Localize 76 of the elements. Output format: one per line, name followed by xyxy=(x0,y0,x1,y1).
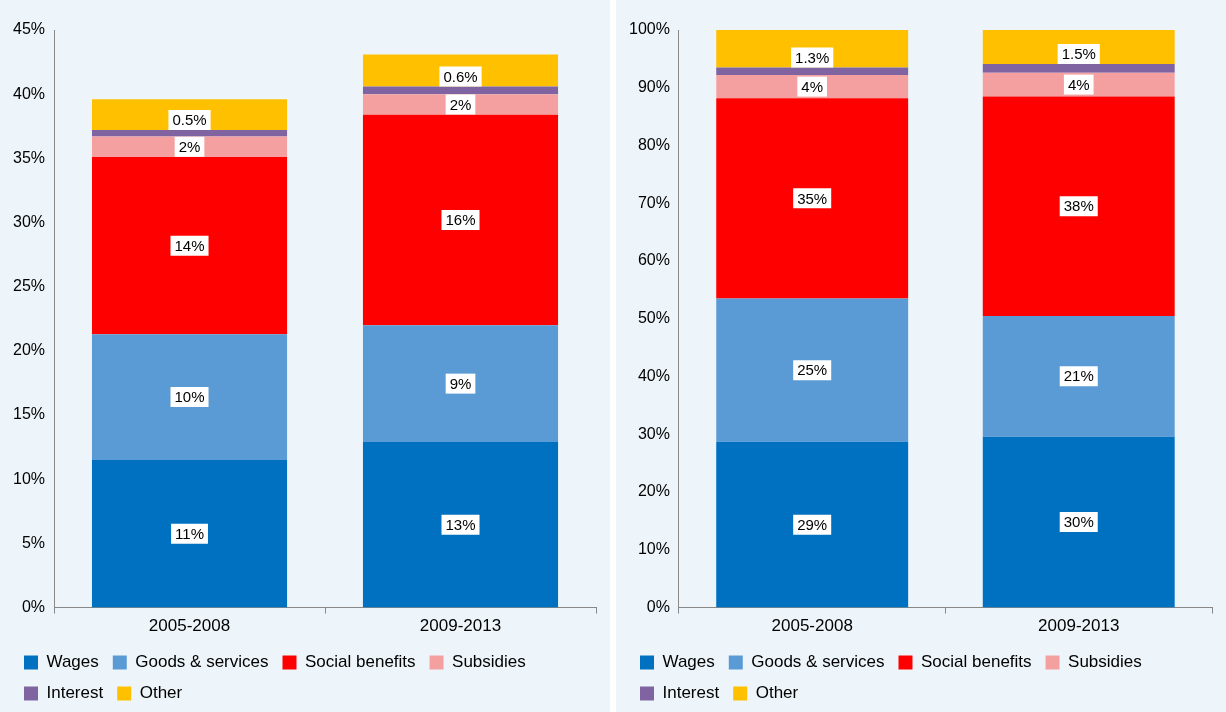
bar xyxy=(982,315,1175,437)
data-label: 4% xyxy=(1067,75,1090,93)
legend-label: Subsidies xyxy=(452,652,526,672)
legend-label: Interest xyxy=(46,683,104,703)
legend-label: Other xyxy=(139,683,183,703)
bar xyxy=(362,86,559,95)
x-tick-label: 2009-2013 xyxy=(419,616,502,636)
y-tick-label: 10% xyxy=(637,540,670,558)
data-label: 2% xyxy=(178,137,201,155)
y-tick-label: 60% xyxy=(637,251,670,269)
data-label: 16% xyxy=(445,211,476,229)
legend-label: Wages xyxy=(662,652,715,672)
bar xyxy=(716,67,909,76)
data-label: 11% xyxy=(175,524,204,542)
data-label: 0.6% xyxy=(443,67,478,85)
y-tick-label: 35% xyxy=(12,148,46,166)
legend-label: Other xyxy=(755,683,799,703)
data-label: 35% xyxy=(797,189,828,207)
bar xyxy=(716,441,909,608)
legend-label: Goods & services xyxy=(135,652,269,672)
bar xyxy=(362,325,559,443)
x-tick-label: 2005-2008 xyxy=(771,616,853,636)
bar xyxy=(91,334,288,460)
data-label: 21% xyxy=(1063,367,1094,385)
y-tick-label: 50% xyxy=(637,309,670,327)
y-tick-label: 15% xyxy=(12,405,46,423)
data-label: 0.5% xyxy=(172,111,207,129)
y-tick-label: 20% xyxy=(637,482,670,500)
bar xyxy=(362,442,559,608)
bar xyxy=(362,54,559,87)
y-tick-label: 70% xyxy=(637,193,670,211)
bar xyxy=(716,98,909,299)
legend-label: Goods & services xyxy=(751,652,885,672)
y-tick-label: 40% xyxy=(637,366,670,384)
legend-label: Interest xyxy=(662,683,720,703)
legend-label: Wages xyxy=(46,652,99,672)
bar xyxy=(362,114,559,326)
y-tick-label: 30% xyxy=(12,212,46,230)
data-label: 4% xyxy=(801,77,824,95)
bar xyxy=(91,157,288,335)
y-tick-label: 40% xyxy=(12,84,46,102)
data-label: 14% xyxy=(174,236,205,254)
data-label: 2% xyxy=(449,95,472,113)
y-tick-label: 0% xyxy=(21,598,46,616)
y-tick-label: 45% xyxy=(12,20,46,38)
bar xyxy=(982,64,1175,73)
legend-label: Subsidies xyxy=(1068,652,1142,672)
y-tick-label: 100% xyxy=(629,20,670,38)
data-label: 25% xyxy=(797,361,828,379)
data-label: 38% xyxy=(1063,197,1094,215)
y-tick-label: 20% xyxy=(12,341,46,359)
y-tick-label: 5% xyxy=(21,533,46,551)
data-label: 29% xyxy=(797,515,828,533)
legend-label: Social benefits xyxy=(305,652,416,672)
legend-label: Social benefits xyxy=(921,652,1032,672)
y-tick-label: 80% xyxy=(637,135,670,153)
bar xyxy=(91,459,288,608)
bar xyxy=(982,30,1175,65)
data-label: 10% xyxy=(174,388,205,406)
y-tick-label: 0% xyxy=(646,598,670,616)
y-tick-label: 30% xyxy=(637,424,670,442)
x-tick-label: 2009-2013 xyxy=(1038,616,1120,636)
bar xyxy=(982,96,1175,316)
data-label: 30% xyxy=(1063,513,1094,531)
data-label: 13% xyxy=(445,515,476,533)
y-tick-label: 90% xyxy=(637,78,670,96)
bar xyxy=(91,130,288,137)
bar xyxy=(716,298,909,442)
data-label: 1.3% xyxy=(795,48,830,66)
data-label: 1.5% xyxy=(1061,45,1096,63)
bar xyxy=(716,30,909,68)
bar xyxy=(982,436,1175,608)
y-tick-label: 10% xyxy=(12,469,46,487)
y-tick-label: 25% xyxy=(12,277,46,295)
x-tick-label: 2005-2008 xyxy=(148,616,231,636)
data-label: 9% xyxy=(449,374,472,392)
